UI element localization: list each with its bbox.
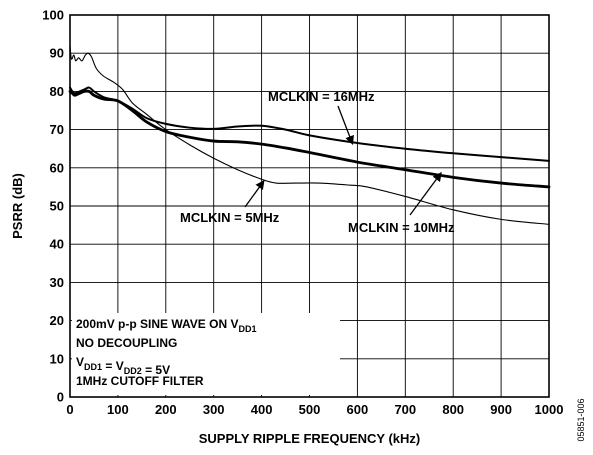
x-tick-label: 200: [155, 402, 177, 417]
note-subscript: DD2: [124, 366, 142, 376]
notes-background: [72, 313, 340, 395]
note-line: 200mV p-p SINE WAVE ON VDD1: [76, 317, 257, 334]
series-line-mclkin-5mhz: [69, 45, 550, 225]
note-subscript: DD1: [238, 324, 256, 334]
x-tick-label: 900: [490, 402, 512, 417]
series-layer: [68, 45, 551, 225]
y-tick-label: 100: [42, 8, 64, 23]
note-text: 1MHz CUTOFF FILTER: [76, 374, 204, 388]
y-tick-label: 30: [50, 275, 64, 290]
x-tick-label: 1000: [535, 402, 564, 417]
x-tick-label: 600: [347, 402, 369, 417]
x-axis-title: SUPPLY RIPPLE FREQUENCY (kHz): [199, 431, 421, 446]
x-tick-label: 300: [203, 402, 225, 417]
note-line: VDD1 = VDD2 = 5V: [76, 355, 170, 377]
note-text: 200mV p-p SINE WAVE ON V: [76, 317, 238, 331]
x-tick-label: 400: [251, 402, 273, 417]
y-tick-label: 10: [50, 351, 64, 366]
callout-label: MCLKIN = 10MHz: [348, 220, 455, 235]
plot-frame: [69, 14, 550, 398]
callout-label: MCLKIN = 5MHz: [180, 210, 280, 225]
y-tick-label: 90: [50, 46, 64, 61]
note-text: NO DECOUPLING: [76, 336, 177, 350]
note-text: V: [76, 355, 84, 369]
x-tick-label: 800: [442, 402, 464, 417]
note-line: 1MHz CUTOFF FILTER: [76, 374, 204, 388]
x-tick-label: 0: [66, 402, 73, 417]
y-tick-label: 70: [50, 122, 64, 137]
callout-arrow: [244, 180, 265, 208]
callout-label: MCLKIN = 16MHz: [268, 89, 375, 104]
tick-labels: 0 100 200 300 400 500 600 700 800 900 1000 0 10 20 30 4…: [42, 8, 563, 418]
figure-id: 05851-006: [576, 398, 586, 441]
note-text: = 5V: [142, 363, 170, 377]
x-tick-label: 700: [394, 402, 416, 417]
y-tick-label: 0: [57, 390, 64, 405]
y-tick-label: 60: [50, 160, 64, 175]
callout-arrow: [337, 105, 354, 145]
callout-arrow: [409, 172, 442, 216]
y-tick-label: 80: [50, 84, 64, 99]
y-axis-title: PSRR (dB): [10, 173, 25, 239]
x-tick-label: 500: [299, 402, 321, 417]
note-line: NO DECOUPLING: [76, 336, 177, 350]
annotation-layer: MCLKIN = 16MHz MCLKIN = 10MHz MCLKIN = 5MH…: [180, 89, 455, 235]
y-tick-label: 50: [50, 199, 64, 214]
x-tick-label: 100: [107, 402, 129, 417]
series-line-mclkin-16mhz: [69, 86, 550, 162]
series-line-mclkin-10mhz: [68, 89, 551, 189]
y-tick-label: 20: [50, 313, 64, 328]
note-subscript: DD1: [84, 362, 102, 372]
note-text: = V: [102, 359, 124, 373]
y-tick-label: 40: [50, 237, 64, 252]
